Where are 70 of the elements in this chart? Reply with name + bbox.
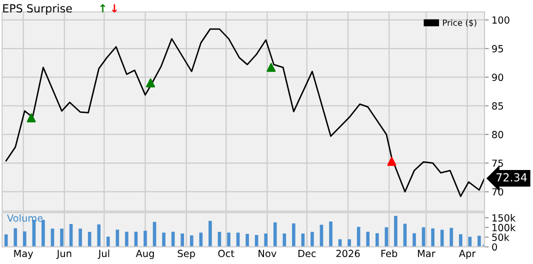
y-tick-label: 70 bbox=[492, 188, 504, 196]
y-tick-label: 95 bbox=[492, 45, 503, 52]
bar bbox=[88, 232, 92, 247]
bar bbox=[23, 231, 26, 247]
line-series bbox=[5, 28, 484, 198]
bar bbox=[208, 220, 212, 247]
bar bbox=[458, 234, 462, 247]
bar bbox=[144, 230, 147, 247]
x-tick-label: Mar bbox=[418, 250, 436, 258]
y-tick-label: 50k bbox=[492, 233, 510, 241]
bar bbox=[273, 222, 277, 247]
bar bbox=[310, 232, 314, 247]
bar bbox=[292, 223, 296, 247]
y-tick-label: 90 bbox=[492, 74, 504, 82]
bar bbox=[14, 228, 18, 247]
data-label: 72.34 bbox=[496, 173, 527, 182]
x-tick-label: Nov bbox=[258, 250, 276, 258]
chart-title: EPS Surprise bbox=[3, 4, 72, 15]
y-tick-label: 150k bbox=[492, 214, 516, 222]
x-tick-label: Feb bbox=[381, 250, 398, 258]
bar bbox=[366, 232, 370, 247]
bar bbox=[320, 224, 324, 247]
bar bbox=[78, 228, 82, 247]
bar bbox=[264, 233, 268, 247]
bar bbox=[162, 232, 166, 247]
bar bbox=[180, 233, 184, 247]
bar bbox=[42, 220, 45, 247]
y-tick-label: 100k bbox=[492, 224, 516, 232]
text: ↑ bbox=[100, 4, 106, 12]
bar bbox=[190, 235, 194, 247]
x-tick-label: Apr bbox=[458, 250, 476, 260]
point bbox=[26, 113, 36, 122]
x-tick-label: Aug bbox=[136, 250, 154, 260]
bar bbox=[394, 216, 398, 247]
point bbox=[387, 156, 396, 166]
bar bbox=[171, 232, 175, 247]
bar bbox=[431, 228, 434, 247]
text: ↓ bbox=[112, 4, 117, 12]
y-tick-label: 0 bbox=[492, 243, 497, 251]
bar bbox=[134, 232, 138, 247]
y-tick-label: 85 bbox=[492, 102, 503, 110]
bar bbox=[356, 226, 360, 247]
bar bbox=[282, 233, 286, 247]
bar bbox=[478, 236, 481, 247]
x-tick-label: Dec bbox=[298, 250, 316, 258]
point bbox=[266, 62, 276, 72]
x-tick-label: Sep bbox=[178, 250, 195, 260]
bar bbox=[329, 221, 332, 247]
bar bbox=[97, 224, 101, 247]
bar bbox=[4, 234, 8, 247]
bar bbox=[348, 239, 351, 247]
bar bbox=[376, 233, 379, 247]
legend-label: Price ($) bbox=[443, 19, 476, 27]
y-axis-title: Volume bbox=[7, 214, 43, 222]
x-tick-label: Jul bbox=[98, 250, 110, 259]
point bbox=[146, 78, 156, 88]
bar bbox=[227, 232, 230, 247]
bar bbox=[106, 236, 110, 247]
bar bbox=[60, 228, 64, 247]
x-tick-label: May bbox=[14, 250, 34, 260]
bar bbox=[450, 228, 454, 247]
bar bbox=[246, 234, 249, 247]
x-tick-label: Oct bbox=[218, 250, 234, 258]
x-tick-label: Jun bbox=[56, 250, 72, 259]
x-tick-label: 2026 bbox=[336, 250, 360, 258]
y-tick-label: 80 bbox=[492, 130, 504, 138]
bar bbox=[125, 232, 128, 247]
y-tick-label: 75 bbox=[492, 160, 503, 167]
bar bbox=[412, 233, 416, 247]
y-tick-label: 100 bbox=[492, 16, 510, 24]
